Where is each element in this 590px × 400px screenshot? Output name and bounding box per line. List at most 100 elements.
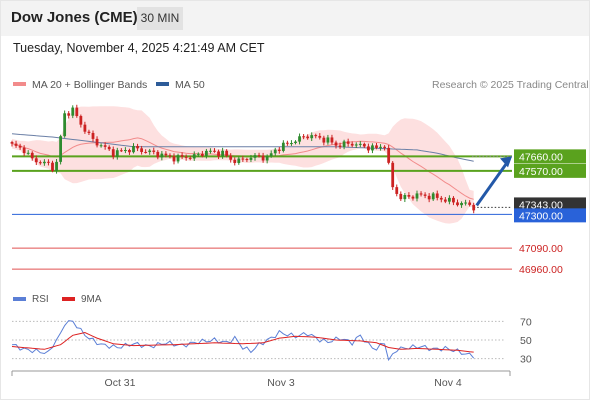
candle-body: [67, 113, 71, 116]
candle-body: [367, 146, 370, 151]
candle-body: [379, 146, 382, 148]
candle-body: [124, 149, 127, 151]
candle-body: [387, 147, 391, 163]
x-tick-label: Nov 4: [434, 377, 462, 389]
candle-body: [103, 145, 107, 147]
candle-body: [277, 149, 281, 151]
candle-body: [176, 155, 180, 162]
candle-body: [152, 150, 156, 152]
timestamp: Tuesday, November 4, 2025 4:21:49 AM CET: [13, 41, 265, 55]
candle-body: [346, 141, 350, 144]
candle-body: [229, 155, 233, 160]
candle-body: [237, 158, 241, 164]
candle-body: [383, 146, 386, 148]
candle-body: [34, 158, 38, 163]
candle-body: [95, 138, 99, 146]
candle-body: [164, 153, 168, 156]
x-tick-label: Nov 3: [267, 377, 295, 389]
x-tick-label: Oct 31: [105, 377, 136, 389]
price-tag-box: [514, 197, 586, 212]
candle-body: [249, 157, 253, 160]
price-tag-label: 47570.00: [519, 166, 563, 178]
forecast-arrow-head: [500, 156, 512, 168]
legend-label-ma20: MA 20 + Bollinger Bands: [32, 79, 148, 91]
candle-body: [221, 150, 224, 157]
candle-body: [225, 150, 229, 156]
candle-body: [314, 135, 318, 137]
candle-body: [269, 153, 273, 157]
legend-label-rsi: RSI: [32, 294, 49, 305]
candle-body: [330, 137, 334, 143]
candle-body: [468, 202, 472, 205]
price-tag-label: 47300.00: [519, 210, 563, 222]
candle-body: [241, 158, 245, 160]
candle-body: [427, 195, 431, 200]
candle-body: [460, 202, 463, 206]
candle-body: [168, 155, 172, 157]
candle-body: [30, 152, 34, 159]
candle-body: [375, 145, 378, 148]
candle-body: [452, 197, 455, 203]
candle-body: [411, 196, 415, 199]
candle-body: [63, 113, 67, 137]
candle-body: [172, 156, 176, 162]
candle-body: [209, 150, 212, 152]
candle-body: [160, 153, 164, 158]
candle-body: [184, 156, 188, 158]
candle-body: [217, 151, 220, 157]
candle-body: [111, 149, 115, 157]
candle-body: [51, 162, 54, 171]
candle-body: [180, 155, 184, 157]
candle-body: [233, 159, 237, 164]
candle-body: [205, 150, 208, 156]
rsi-line: [11, 320, 475, 362]
candle-body: [286, 142, 289, 144]
candle-body: [253, 155, 257, 158]
legend-label-9ma: 9MA: [81, 294, 102, 305]
candle-body: [213, 150, 216, 152]
candle-body: [14, 143, 18, 146]
candle-body: [423, 194, 427, 196]
rsi-ma9-line: [11, 331, 474, 353]
price-tag-box: [514, 163, 586, 178]
forecast-arrow-shaft: [475, 160, 510, 207]
candle-body: [128, 149, 131, 153]
candle-body: [342, 141, 346, 147]
candle-body: [140, 148, 143, 152]
candle-body: [99, 145, 103, 147]
candle-body: [119, 150, 123, 152]
candle-body: [318, 135, 322, 138]
candle-body: [395, 187, 399, 194]
bollinger-band: [12, 106, 474, 224]
candle-body: [91, 132, 95, 139]
candle-body: [87, 131, 91, 133]
candle-body: [148, 150, 152, 153]
candle-body: [196, 153, 200, 155]
candle-body: [71, 107, 75, 116]
candle-body: [55, 161, 58, 171]
credit-text: Research © 2025 Trading Central: [432, 79, 589, 91]
candle-body: [448, 197, 451, 202]
candle-body: [265, 156, 269, 161]
candle-body: [273, 149, 277, 154]
legend-swatch-ma20: [13, 82, 26, 87]
candle-body: [399, 193, 403, 200]
price-tag-box: [514, 149, 586, 164]
rsi-tick-label: 50: [520, 335, 532, 347]
rsi-tick-label: 70: [520, 316, 532, 328]
price-tag-box: [514, 208, 586, 223]
candle-body: [47, 161, 50, 163]
legend-item-ma50: MA 50: [156, 79, 205, 91]
candle-body: [257, 155, 261, 157]
candle-body: [302, 136, 305, 138]
candle-body: [245, 159, 249, 161]
candle-body: [281, 142, 285, 151]
candle-body: [371, 145, 374, 151]
timeframe-button[interactable]: 30 MIN: [137, 7, 183, 30]
candle-body: [443, 199, 447, 202]
candle-body: [261, 155, 265, 161]
candle-body: [472, 204, 476, 211]
legend-swatch-rsi: [13, 297, 26, 301]
